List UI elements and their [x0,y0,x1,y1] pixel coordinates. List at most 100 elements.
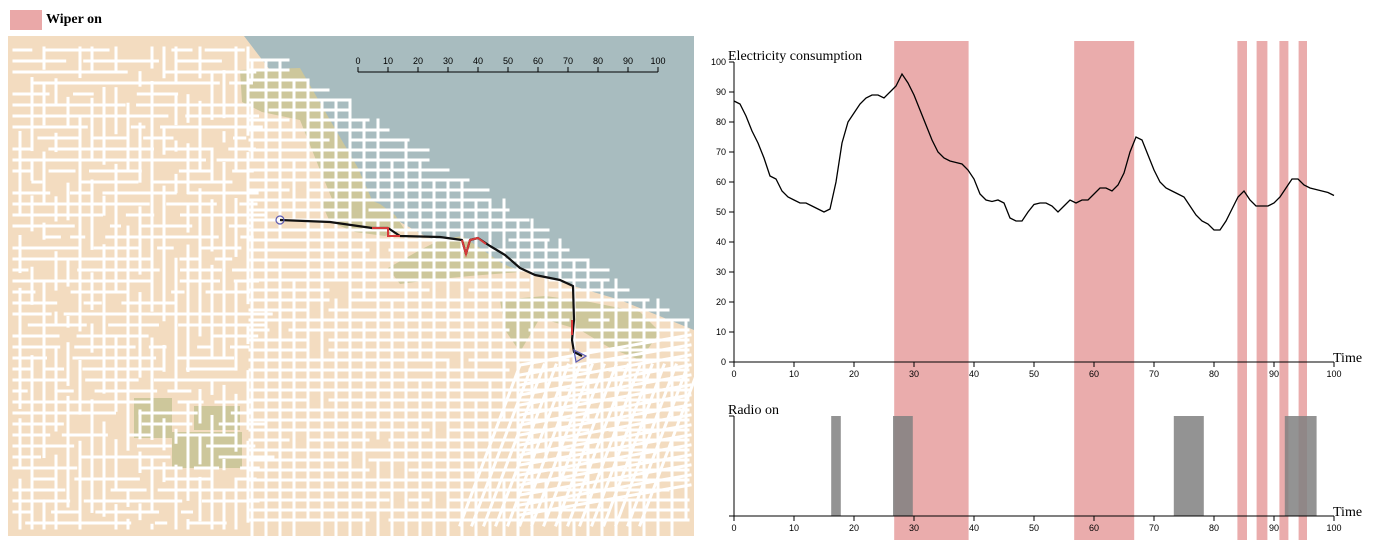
street [518,403,692,437]
street [638,363,700,527]
street [578,363,642,527]
scale-tick-label: 80 [593,56,603,66]
radio-on-bar [893,416,913,516]
map-sea [244,36,694,330]
street-grid [12,46,700,540]
street [470,363,534,527]
radio-x-tick-label: 10 [789,523,799,533]
line-x-tick-label: 70 [1149,369,1159,379]
line-y-tick-label: 0 [721,357,726,367]
scale-tick-label: 90 [623,56,633,66]
radio-x-tick-label: 100 [1326,523,1341,533]
line-y-tick-label: 20 [716,297,726,307]
line-x-tick-label: 90 [1269,369,1279,379]
park-west-3 [172,432,242,468]
electricity-line [733,72,1335,231]
scale-bar: 0 10 20 30 40 50 60 70 80 90 100 [355,56,666,73]
street [590,363,654,527]
scale-tick-label: 10 [383,56,393,66]
radio-on-bar [831,416,841,516]
street [518,353,692,387]
radio-x-tick-label: 20 [849,523,859,533]
scale-tick-label: 70 [563,56,573,66]
line-y-tick-label: 50 [716,207,726,217]
scale-tick-label: 50 [503,56,513,66]
line-y-tick-label: 40 [716,237,726,247]
radio-chart-title: Radio on [728,403,779,418]
legend-label: Wiper on [46,12,102,27]
scale-tick-label: 60 [533,56,543,66]
street [518,363,692,397]
line-y-tick-label: 100 [711,57,726,67]
line-x-tick-label: 100 [1326,369,1341,379]
line-x-tick-label: 0 [731,369,736,379]
line-chart-axes: 0 10 20 30 40 50 60 70 80 90 100 0 10 20 30 40 50 60 70 80 9… [711,57,1342,379]
legend: Wiper on [10,10,102,30]
street [530,363,594,527]
radio-chart-axes: 0 10 20 30 40 50 60 70 80 90 100 [729,415,1342,533]
radio-on-bar [1284,416,1317,516]
street [518,433,692,467]
scale-tick-label: 30 [443,56,453,66]
street [518,333,692,367]
legend-swatch [10,10,42,30]
radio-on-bar [1173,416,1204,516]
radio-x-tick-label: 30 [909,523,919,533]
scale-tick-label: 20 [413,56,423,66]
line-x-tick-label: 20 [849,369,859,379]
street [518,483,692,517]
radio-x-tick-label: 90 [1269,523,1279,533]
street [518,363,582,527]
route-wiper-segment [461,236,487,258]
street [566,363,630,527]
radio-x-tick-label: 60 [1089,523,1099,533]
city-map[interactable]: 0 10 20 30 40 50 60 70 80 90 100 [0,0,700,540]
line-chart-title: Electricity consumption [728,49,862,64]
line-x-tick-label: 80 [1209,369,1219,379]
line-y-tick-label: 10 [716,327,726,337]
street [518,473,692,507]
street [518,463,692,497]
street [506,363,570,527]
wiper-band [1298,41,1307,540]
street [518,413,692,447]
radio-chart-xlabel: Time [1333,505,1362,520]
street [518,453,692,487]
street [518,373,692,407]
line-y-tick-label: 90 [716,87,726,97]
line-x-tick-label: 60 [1089,369,1099,379]
street [518,443,692,477]
line-x-tick-label: 50 [1029,369,1039,379]
street [458,363,522,527]
route-wiper-segment [372,227,400,237]
line-x-tick-label: 30 [909,369,919,379]
scale-tick-label: 0 [355,56,360,66]
line-x-tick-label: 40 [969,369,979,379]
street [518,383,692,417]
scale-tick-label: 100 [650,56,665,66]
radio-x-tick-label: 0 [731,523,736,533]
park-inlet [500,296,660,360]
route-start-marker [275,215,285,225]
line-y-tick-label: 30 [716,267,726,277]
wiper-band [1074,41,1135,540]
radio-x-tick-label: 40 [969,523,979,533]
radio-bars [831,416,1317,516]
route-end-arrow [573,348,588,363]
radio-x-tick-label: 70 [1149,523,1159,533]
radio-x-tick-label: 80 [1209,523,1219,533]
line-y-tick-label: 60 [716,177,726,187]
park-west-2 [194,406,240,430]
street [614,363,678,527]
wiper-bands [894,41,1307,540]
wiper-band [1237,41,1247,540]
wiper-band [1256,41,1268,540]
wiper-band [1279,41,1289,540]
radio-x-tick-label: 50 [1029,523,1039,533]
line-y-tick-label: 70 [716,147,726,157]
street [626,363,690,527]
street [518,343,692,377]
scale-tick-label: 40 [473,56,483,66]
street [518,393,692,427]
